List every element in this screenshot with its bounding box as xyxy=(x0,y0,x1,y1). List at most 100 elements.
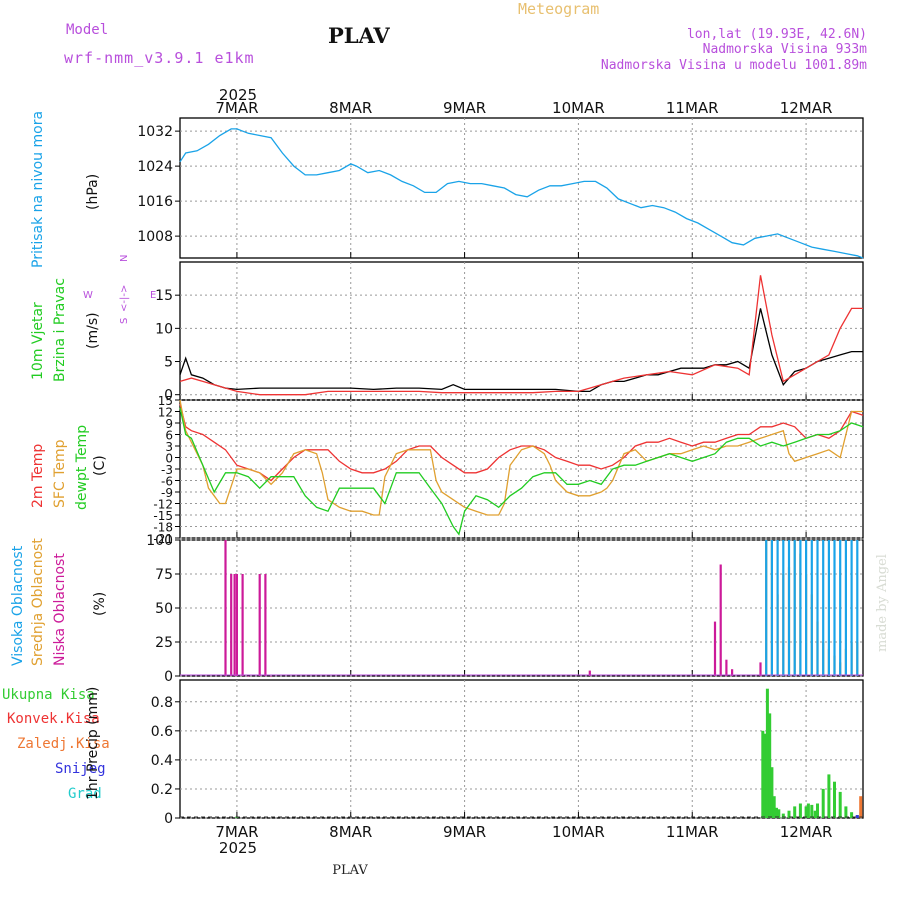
y-tick-label: 0.6 xyxy=(151,724,173,740)
y-tick-label: 6 xyxy=(165,429,173,443)
data-bar xyxy=(230,574,233,676)
t2m-label: 2m Temp xyxy=(30,444,46,508)
data-bar xyxy=(772,796,776,818)
x-tick-label-top: 7MAR xyxy=(215,99,258,117)
data-bar xyxy=(770,540,773,676)
data-bar xyxy=(793,806,797,818)
data-bar xyxy=(816,803,819,818)
x-tick-label-top: 10MAR xyxy=(552,99,605,117)
y-tick-label: 0.2 xyxy=(151,782,173,798)
y-tick-label: 9 xyxy=(165,417,173,431)
wind-units: (m/s) xyxy=(85,312,101,349)
data-bar xyxy=(765,540,768,676)
y-tick-label: 25 xyxy=(155,635,173,651)
data-bar xyxy=(777,809,781,818)
data-bar xyxy=(859,796,863,818)
data-bar xyxy=(768,713,772,818)
y-tick-label: 0 xyxy=(164,811,173,827)
data-bar xyxy=(806,803,810,818)
x-tick-label-top: 9MAR xyxy=(443,99,486,117)
y-tick-label: 1016 xyxy=(137,194,173,210)
data-bar xyxy=(813,810,817,818)
series-line xyxy=(179,407,864,536)
data-bar xyxy=(765,688,769,818)
data-bar xyxy=(850,540,853,676)
x-tick-label-bottom: 9MAR xyxy=(443,823,486,841)
data-bar xyxy=(810,540,813,676)
mid-cloud-label: Srednja Oblacnost xyxy=(30,538,46,666)
data-bar xyxy=(804,806,808,818)
data-bar xyxy=(588,670,591,676)
y-tick-label: 1024 xyxy=(137,159,173,175)
data-bar xyxy=(719,564,722,676)
legend-freezing-rain: Zaledj.Kisa xyxy=(17,736,110,752)
x-tick-label-bottom: 10MAR xyxy=(552,823,605,841)
elevation-text: Nadmorska Visina 933m xyxy=(703,42,868,57)
y-tick-label: 0 xyxy=(165,452,173,466)
data-bar xyxy=(725,659,728,676)
y-tick-label: 0.4 xyxy=(151,753,173,769)
data-bar xyxy=(235,574,238,676)
data-bar xyxy=(833,540,836,676)
sfc-label: SFC Temp xyxy=(52,439,68,508)
data-bar xyxy=(799,540,802,676)
meteogram-title: Meteogram xyxy=(518,0,599,18)
y-tick-label: 5 xyxy=(164,355,173,371)
x-tick-label-top: 8MAR xyxy=(329,99,372,117)
legend-total-rain: Ukupna Kisa xyxy=(2,687,95,703)
data-bar xyxy=(816,540,819,676)
y-tick-label: -12 xyxy=(153,498,173,512)
data-bar xyxy=(731,669,734,676)
y-tick-label: -3 xyxy=(161,463,173,477)
data-bar xyxy=(856,540,859,676)
model-elevation-text: Nadmorska Visina u modelu 1001.89m xyxy=(601,58,867,73)
data-bar xyxy=(759,662,762,676)
data-bar xyxy=(247,676,250,677)
y-tick-label: 12 xyxy=(158,406,173,420)
y-tick-label: 50 xyxy=(155,601,173,617)
panel-frame xyxy=(179,117,864,259)
data-bar xyxy=(833,781,836,818)
wind-ylabel-2: Brzina i Pravac xyxy=(52,278,68,382)
legend-hail: Grad xyxy=(68,786,102,802)
data-bar xyxy=(233,574,236,676)
data-bar xyxy=(850,812,854,818)
y-tick-label: -18 xyxy=(153,521,173,535)
data-bar xyxy=(787,810,791,818)
x-tick-label-top: 11MAR xyxy=(666,99,719,117)
data-bar xyxy=(822,540,825,676)
pressure-units: (hPa) xyxy=(85,174,101,210)
y-tick-label: 1032 xyxy=(137,124,173,140)
data-bar xyxy=(793,540,796,676)
series-line xyxy=(179,128,864,259)
data-bar xyxy=(827,774,831,818)
wind-ylabel: 10m Vjetar xyxy=(30,302,46,380)
y-tick-label: 100 xyxy=(146,533,173,549)
data-bar xyxy=(776,540,779,676)
series-line xyxy=(179,308,863,393)
data-bar xyxy=(827,540,830,676)
model-name: wrf-nmm_v3.9.1 e1km xyxy=(64,49,255,67)
data-bar xyxy=(763,733,767,818)
year-bottom: 2025 xyxy=(219,839,257,857)
compass-s: S xyxy=(119,318,130,324)
data-bar xyxy=(241,574,244,676)
data-bar xyxy=(838,791,842,818)
data-bar xyxy=(775,807,778,818)
pressure-ylabel: Pritisak na nivou mora xyxy=(30,111,46,268)
data-bar xyxy=(844,806,848,818)
y-tick-label: 1008 xyxy=(137,229,173,245)
y-tick-label: 15 xyxy=(158,394,173,408)
y-tick-label: 15 xyxy=(155,288,173,304)
high-cloud-label: Visoka Oblacnost xyxy=(10,545,26,666)
data-bar xyxy=(839,540,842,676)
compass-w: W xyxy=(83,290,93,301)
compass-n: N xyxy=(119,255,130,262)
x-tick-label-bottom: 7MAR xyxy=(215,823,258,841)
data-bar xyxy=(798,803,802,818)
temp-units: (C) xyxy=(92,455,108,476)
y-tick-label: 0 xyxy=(164,388,173,404)
dewpt-label: dewpt Temp xyxy=(74,425,90,510)
credit: made by Angel xyxy=(875,554,890,652)
